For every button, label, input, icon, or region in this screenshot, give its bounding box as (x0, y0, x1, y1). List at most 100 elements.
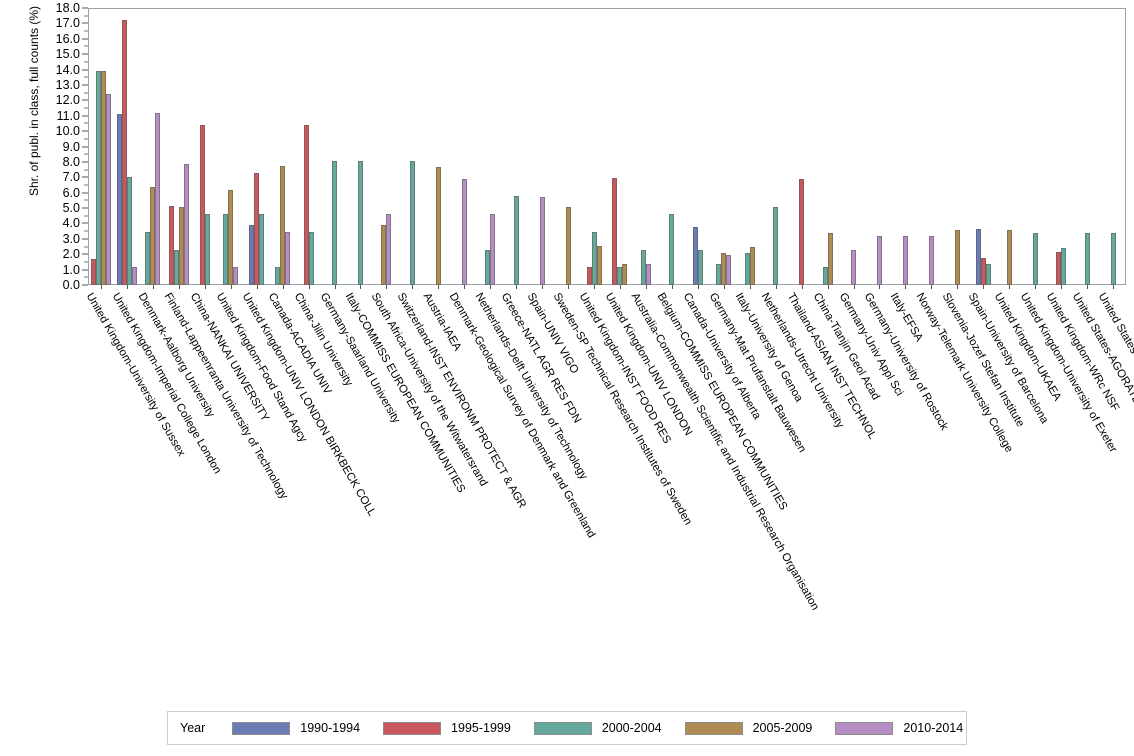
y-tick-minor (84, 261, 88, 263)
x-tick-mark (542, 285, 544, 289)
bar (199, 124, 205, 285)
bar-group (451, 8, 477, 285)
y-tick-mark (82, 161, 88, 163)
bar (155, 112, 161, 285)
bar-group (711, 8, 737, 285)
bar (100, 71, 106, 285)
y-tick-label: 3.0 (62, 231, 80, 246)
bar (975, 228, 981, 285)
x-tick-mark (749, 285, 751, 289)
bar-group (218, 8, 244, 285)
bar-group (1022, 8, 1048, 285)
y-tick-minor (84, 45, 88, 47)
y-tick-minor (84, 92, 88, 94)
bar (851, 249, 857, 285)
x-tick-mark (645, 285, 647, 289)
bar-group (970, 8, 996, 285)
bar-group (477, 8, 503, 285)
y-tick-label: 18.0 (55, 1, 80, 15)
bar (954, 229, 960, 285)
legend: Year 1990-1994 1995-1999 2000-2004 2005-200… (167, 711, 967, 745)
bar (116, 114, 122, 285)
bar (586, 267, 592, 285)
bar-group (892, 8, 918, 285)
legend-label: 1995-1999 (451, 721, 511, 735)
bar (280, 165, 286, 285)
bar-group (322, 8, 348, 285)
y-tick-mark (82, 7, 88, 9)
bar-group (763, 8, 789, 285)
bar (565, 207, 571, 285)
y-tick-mark (82, 53, 88, 55)
legend-item[interactable]: 1990-1994 (232, 721, 360, 735)
bar (1032, 233, 1038, 285)
legend-swatch (533, 721, 592, 735)
x-tick-mark (801, 285, 803, 289)
y-tick-label: 17.0 (55, 16, 80, 31)
bar (150, 187, 156, 285)
legend-title: Year (180, 721, 206, 735)
bar (461, 178, 467, 285)
x-tick-mark (204, 285, 206, 289)
bar (183, 164, 189, 285)
bar (692, 227, 698, 285)
bar (985, 264, 991, 285)
bar-series-container (88, 8, 1126, 285)
bar (1061, 248, 1067, 285)
x-tick-mark (1061, 285, 1063, 289)
bar-group (296, 8, 322, 285)
bar (980, 258, 986, 285)
y-tick-mark (82, 84, 88, 86)
bar-group (140, 8, 166, 285)
bar-group (270, 8, 296, 285)
bar-group (659, 8, 685, 285)
y-tick-label: 2.0 (62, 247, 80, 262)
bar (744, 253, 750, 285)
x-tick-mark (386, 285, 388, 289)
x-tick-mark (360, 285, 362, 289)
bar (612, 178, 618, 285)
bar-group (399, 8, 425, 285)
legend-label: 1990-1994 (300, 721, 361, 735)
y-tick-label: 11.0 (56, 108, 80, 123)
y-tick-label: 16.0 (55, 31, 80, 46)
legend-label: 2010-2014 (903, 721, 964, 735)
legend-items: 1990-1994 1995-1999 2000-2004 2005-2009 2010… (232, 721, 986, 735)
bar (121, 20, 127, 285)
bar-group (555, 8, 581, 285)
x-tick-mark (126, 285, 128, 289)
legend-item[interactable]: 2010-2014 (835, 721, 963, 735)
bar (126, 177, 132, 285)
bar (303, 124, 309, 285)
bar (1110, 233, 1116, 285)
y-tick-mark (82, 192, 88, 194)
x-tick-mark (1009, 285, 1011, 289)
y-tick-mark (82, 99, 88, 101)
bar (622, 264, 628, 285)
bar-group (815, 8, 841, 285)
y-tick-label: 0.0 (62, 278, 80, 292)
y-tick-minor (84, 153, 88, 155)
legend-item[interactable]: 2005-2009 (684, 721, 812, 735)
legend-item[interactable]: 1995-1999 (383, 721, 511, 735)
plot-area (88, 8, 1126, 285)
x-tick-mark (827, 285, 829, 289)
bar (799, 178, 805, 285)
x-tick-mark (619, 285, 621, 289)
x-axis-ticks (88, 285, 1126, 290)
y-axis-ticks: 0.0 1.0 2.0 3.0 4.0 5.0 6.0 7.0 8.0 9.0 10.0 11.0 12… (0, 1, 88, 292)
bar (596, 245, 602, 285)
x-tick-mark (594, 285, 596, 289)
y-tick-mark (82, 146, 88, 147)
y-tick-mark (82, 38, 88, 40)
bar (749, 246, 755, 285)
x-tick-mark (308, 285, 310, 289)
legend-item[interactable]: 2000-2004 (533, 721, 662, 735)
bar (539, 196, 545, 285)
bar (249, 224, 255, 285)
y-tick-mark (82, 222, 88, 224)
x-tick-mark (100, 285, 102, 289)
legend-label: 2000-2004 (601, 721, 662, 735)
bar-group (633, 8, 659, 285)
bar-group (789, 8, 815, 285)
